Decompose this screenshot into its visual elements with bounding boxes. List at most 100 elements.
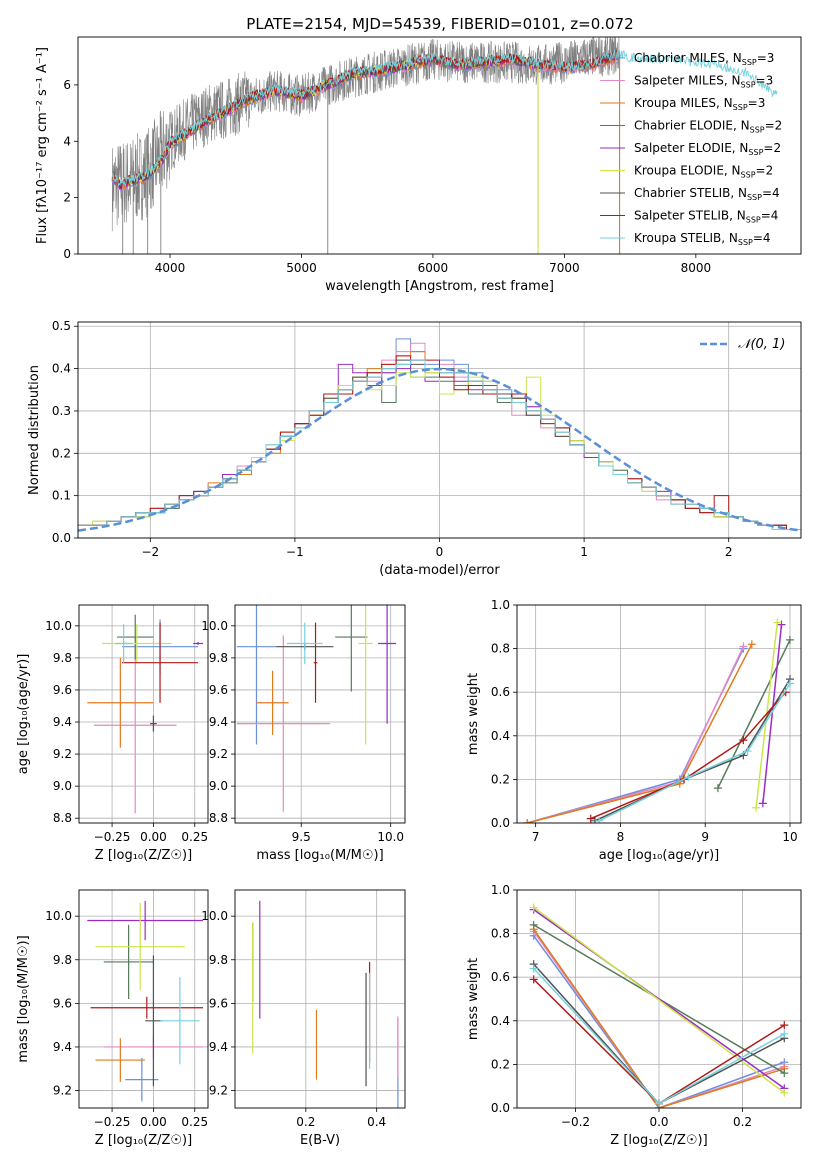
y-tick-label: 1.0 (491, 598, 510, 612)
x-axis-label: wavelength [Angstrom, rest frame] (325, 279, 554, 294)
y-tick-label: 9.0 (53, 779, 72, 793)
y-tick-label: 10.0 (45, 909, 72, 923)
errorbar-kroupa-miles (95, 1038, 146, 1082)
y-tick-label: 0.1 (52, 489, 71, 503)
legend-label-sub: SSP (747, 193, 762, 202)
errorbar-salpeter-stelib (313, 622, 318, 703)
weight-line-chabrier-stelib (594, 678, 791, 822)
legend-label-main: Kroupa STELIB, N (634, 231, 738, 245)
weight-marker-kroupa-stelib (743, 747, 752, 756)
weight-marker-salpeter-miles (739, 642, 748, 651)
y-axis-label: mass weight (466, 958, 481, 1040)
y-tick-label: 9.0 (209, 779, 228, 793)
legend-label-main: Chabrier MILES, N (634, 51, 742, 65)
plot-area (111, 37, 778, 254)
weight-line-kroupa-elodie (755, 622, 779, 808)
y-tick-label: 0.4 (491, 729, 510, 743)
weight-marker-salpeter-stelib (739, 736, 748, 745)
legend-label-salpeter-stelib: Salpeter STELIB, NSSP=4 (634, 209, 778, 225)
weight-marker-salpeter-elodie (758, 799, 767, 808)
weight-marker-chabrier-elodie (780, 1069, 789, 1078)
axes-frame (234, 604, 406, 824)
x-tick-label: 2 (725, 545, 733, 559)
y-tick-label: 0.0 (491, 1101, 510, 1115)
weight-marker-kroupa-stelib (595, 816, 604, 823)
errorbar-salpeter-elodie (193, 641, 204, 646)
weight-line-salpeter-elodie (533, 908, 785, 1090)
x-tick-label: 9 (701, 830, 709, 844)
y-tick-label: 9.8 (53, 651, 72, 665)
plot-area (87, 900, 204, 1102)
y-tick-label: 0.8 (491, 642, 510, 656)
x-tick-label: 8 (617, 830, 625, 844)
y-tick-label: 0.0 (52, 531, 71, 545)
mass-weight-vs-age-panel: 7 8 9 10 0.0 0.2 0.4 0.6 0.8 1.0 age [log₁₀(age/yr… (466, 598, 802, 863)
legend-label-sub: SSP (738, 238, 753, 247)
legend-label-suffix: =2 (756, 164, 774, 178)
errorbar-chabrier-elodie (117, 614, 154, 660)
y-tick-label: 10.0 (201, 909, 228, 923)
y-tick-label: 10.0 (45, 619, 72, 633)
y-tick-label: 9.6 (209, 996, 228, 1010)
x-tick-label: −0.2 (561, 1115, 590, 1129)
model-kroupa-stelib-line (111, 48, 778, 188)
y-tick-label: 0.2 (491, 772, 510, 786)
weight-line-kroupa-stelib (598, 683, 791, 822)
legend-label-main: Salpeter STELIB, N (634, 209, 746, 223)
age-vs-mass-panel: 9.5 10.0 8.8 9.0 9.2 9.4 9.6 9.8 10.0 mass [log₁₀… (201, 604, 406, 863)
x-tick-label: 7 (532, 830, 540, 844)
errorbar-kroupa-elodie (95, 903, 185, 991)
y-tick-label: 0.4 (52, 362, 71, 376)
y-tick-label: 9.2 (53, 1084, 72, 1098)
legend-label-main: Salpeter ELODIE, N (634, 141, 748, 155)
weight-line-kroupa-miles (533, 928, 785, 1108)
errorbar-kroupa-miles (256, 670, 289, 735)
legend-label-main: Kroupa MILES, N (634, 96, 733, 110)
x-tick-label: 7000 (549, 261, 580, 275)
x-axis-label: (data-model)/error (379, 563, 500, 578)
y-axis-label: Normed distribution (27, 365, 42, 495)
weight-line-chabrier-elodie (717, 639, 791, 789)
weight-marker-salpeter-stelib (586, 814, 595, 823)
legend-label-salpeter-elodie: Salpeter ELODIE, NSSP=2 (634, 141, 781, 157)
weight-marker-chabrier-elodie (529, 920, 538, 929)
weight-marker-kroupa-stelib (785, 679, 794, 688)
weight-line-salpeter-miles (533, 930, 785, 1108)
y-tick-label: 9.4 (209, 715, 228, 729)
y-axis-label: mass [log₁₀(M/M☉)] (16, 935, 31, 1062)
legend-label-kroupa-stelib: Kroupa STELIB, NSSP=4 (634, 231, 771, 247)
weight-marker-kroupa-elodie (752, 803, 761, 812)
weight-marker-kroupa-elodie (773, 618, 782, 627)
x-axis-label: mass [log₁₀(M/M☉)] (256, 848, 383, 863)
plot-area (529, 903, 789, 1108)
y-tick-label: 9.2 (209, 747, 228, 761)
y-tick-label: 6 (63, 78, 71, 92)
legend-label-salpeter-miles: Salpeter MILES, NSSP=3 (634, 74, 773, 90)
y-tick-label: 9.6 (53, 996, 72, 1010)
mass-vs-ebv-panel: 0.2 0.4 9.2 9.4 9.6 9.8 10.0 E(B-V) (201, 889, 406, 1148)
x-tick-label: 6000 (418, 261, 449, 275)
x-tick-label: −0.25 (94, 830, 131, 844)
y-tick-label: 4 (63, 134, 71, 148)
errorbar-salpeter-elodie (378, 605, 397, 724)
y-tick-label: 9.8 (209, 953, 228, 967)
residual-histogram-panel: −2 −1 0 1 2 0.0 0.1 0.2 0.3 0.4 0.5 (data-model)/er… (27, 319, 802, 578)
legend-label-sub: SSP (748, 148, 763, 157)
errorbar-kroupa-miles (87, 657, 154, 748)
errorbar-kroupa-stelib (286, 622, 323, 665)
legend-label-sub: SSP (733, 103, 748, 112)
legend-label-chabrier-miles: Chabrier MILES, NSSP=3 (634, 51, 774, 67)
errorbar-salpeter-miles (93, 637, 177, 814)
x-tick-label: 0.00 (140, 1115, 167, 1129)
legend-label-main: Kroupa ELODIE, N (634, 164, 741, 178)
weight-line-salpeter-miles (527, 646, 745, 823)
weight-line-kroupa-miles (527, 643, 753, 823)
y-tick-label: 9.8 (209, 651, 228, 665)
y-tick-label: 0.5 (52, 319, 71, 333)
x-axis-label: Z [log₁₀(Z/Z☉)] (610, 1133, 707, 1148)
x-tick-label: −1 (286, 545, 304, 559)
legend-label-kroupa-miles: Kroupa MILES, NSSP=3 (634, 96, 765, 112)
y-tick-label: 9.6 (53, 683, 72, 697)
x-axis-label: Z [log₁₀(Z/Z☉)] (95, 1133, 192, 1148)
x-axis-label: Z [log₁₀(Z/Z☉)] (95, 848, 192, 863)
